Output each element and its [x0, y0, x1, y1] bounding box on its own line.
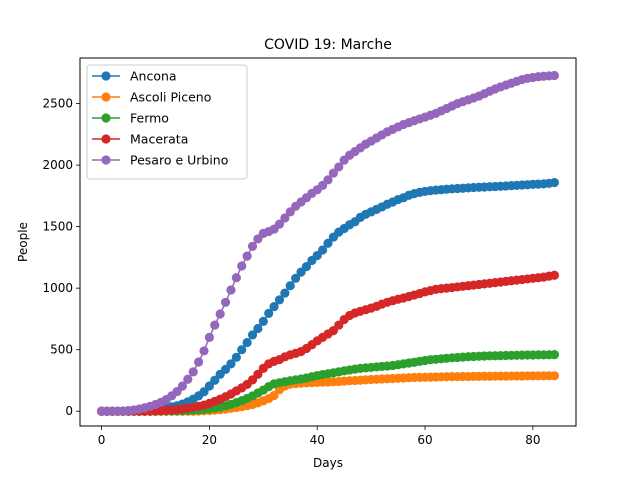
y-tick-label: 1000 — [42, 281, 73, 295]
y-tick-label: 500 — [50, 343, 73, 357]
plot-frame — [79, 57, 577, 427]
data-point — [220, 297, 231, 307]
data-point — [269, 390, 279, 401]
legend-marker — [101, 92, 111, 102]
legend-entry: Fermo — [92, 111, 169, 126]
legend-label: Ascoli Piceno — [130, 90, 211, 105]
data-point — [231, 352, 241, 362]
data-point — [194, 357, 204, 367]
data-point — [247, 330, 258, 340]
y-tick-label: 2000 — [42, 158, 73, 172]
plot-area — [96, 70, 560, 416]
data-point — [183, 374, 193, 384]
data-point — [549, 177, 560, 188]
data-point — [323, 175, 333, 185]
y-tick-label: 2500 — [42, 97, 73, 111]
data-point — [226, 285, 236, 295]
legend-entry: Ascoli Piceno — [92, 90, 211, 105]
data-point — [280, 288, 290, 298]
data-point — [188, 367, 198, 377]
legend-entry: Pesaro e Urbino — [92, 153, 228, 168]
data-point — [226, 359, 236, 369]
y-tick-label: 1500 — [42, 220, 73, 234]
data-point — [549, 371, 560, 381]
data-point — [334, 162, 344, 172]
data-point — [242, 337, 252, 348]
y-tick-label: 0 — [65, 404, 73, 418]
data-point — [274, 295, 285, 305]
data-point — [280, 213, 290, 223]
data-point — [549, 270, 560, 280]
series-4 — [96, 70, 560, 416]
data-point — [285, 281, 295, 291]
data-point — [247, 241, 258, 251]
legend-label: Macerata — [130, 132, 188, 147]
data-point — [549, 350, 560, 360]
data-point — [204, 332, 214, 342]
data-point — [199, 346, 209, 356]
legend-marker — [101, 134, 111, 144]
legend-entry: Macerata — [92, 132, 188, 147]
data-point — [291, 273, 301, 283]
legend-label: Ancona — [130, 69, 177, 84]
data-point — [253, 369, 263, 379]
data-point — [301, 262, 312, 272]
data-point — [204, 381, 214, 391]
axes: 0 20 40 60 80 0 500 1000 1500 2000 2500 — [42, 97, 540, 447]
legend-marker — [101, 71, 111, 81]
legend-marker — [101, 155, 111, 165]
data-point — [258, 316, 268, 326]
data-point — [215, 309, 225, 319]
data-point — [237, 345, 247, 355]
data-point — [264, 308, 274, 318]
data-point — [549, 70, 560, 81]
data-point — [210, 320, 220, 330]
data-point — [318, 245, 328, 255]
y-axis-title: People — [16, 222, 30, 262]
data-point — [274, 219, 285, 229]
legend-entry: Ancona — [92, 69, 177, 84]
x-tick-label: 20 — [202, 433, 217, 447]
data-point — [269, 302, 279, 312]
data-point — [177, 381, 188, 391]
data-point — [199, 387, 209, 397]
data-point — [242, 251, 252, 261]
data-point — [328, 168, 338, 178]
x-tick-label: 40 — [310, 433, 325, 447]
legend-marker — [101, 113, 111, 123]
x-tick-label: 80 — [525, 433, 540, 447]
data-point — [231, 273, 241, 283]
x-axis-title: Days — [313, 456, 343, 470]
data-point — [237, 261, 247, 271]
legend-label: Pesaro e Urbino — [130, 153, 228, 168]
x-tick-label: 0 — [98, 433, 106, 447]
legend-box — [86, 64, 248, 180]
chart-title: COVID 19: Marche — [264, 37, 392, 53]
data-point — [253, 323, 263, 334]
legend: Ancona Ascoli Piceno Fermo Macerata Pesaro e… — [86, 64, 248, 180]
data-point — [323, 238, 333, 248]
x-tick-label: 60 — [417, 433, 432, 447]
data-point — [210, 375, 220, 385]
legend-label: Fermo — [130, 111, 169, 126]
